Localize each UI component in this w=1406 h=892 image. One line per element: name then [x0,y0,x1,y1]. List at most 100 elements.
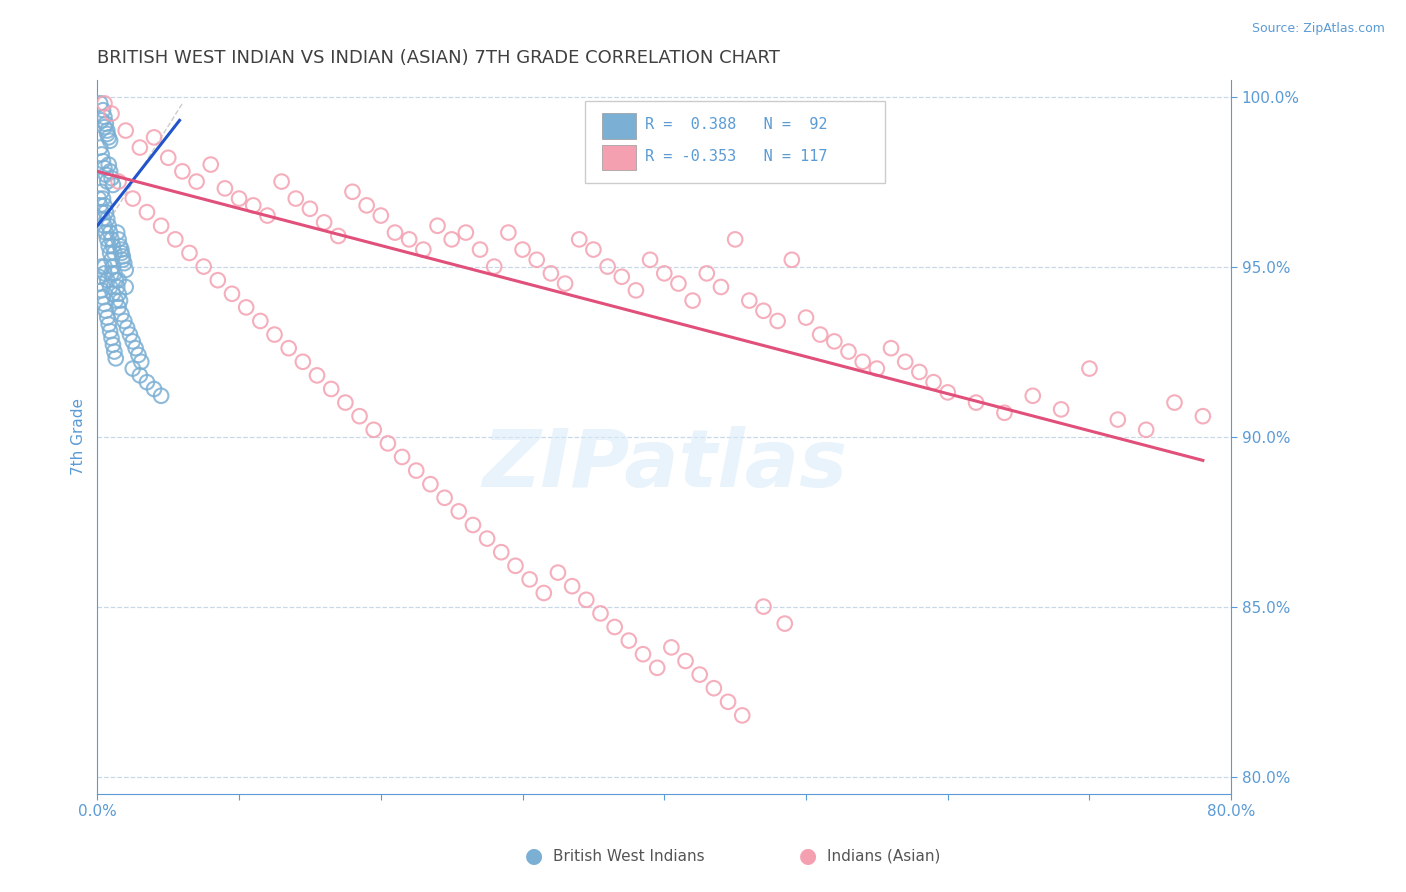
Point [717,695,740,709]
Point [96,273,118,287]
Point [561,579,583,593]
Point [461,518,484,533]
Point [110,246,132,260]
Point [405,464,427,478]
Point [398,232,420,246]
Point [165,232,187,246]
Point [100,171,122,186]
Point [766,314,789,328]
Point [773,616,796,631]
Point [93,260,115,274]
Point [908,365,931,379]
Point [143,382,166,396]
Point [129,355,152,369]
Point [780,252,803,267]
Point [596,260,619,274]
Point [100,252,122,267]
Point [610,269,633,284]
Point [852,355,875,369]
Point [668,277,690,291]
Point [689,667,711,681]
Point [104,293,127,308]
Point [114,280,136,294]
Point [97,130,120,145]
Point [91,290,114,304]
Point [349,409,371,424]
Point [922,375,945,389]
Point [505,558,527,573]
Point [512,243,534,257]
Point [90,205,112,219]
Point [419,477,441,491]
Point [1078,361,1101,376]
Point [894,355,917,369]
Point [101,260,124,274]
Point [575,592,598,607]
Point [96,310,118,325]
Point [738,293,761,308]
Point [143,130,166,145]
Point [249,314,271,328]
FancyBboxPatch shape [585,101,886,183]
Point [659,640,682,655]
Point [298,202,321,216]
Point [589,607,612,621]
Point [291,355,314,369]
Point [263,327,285,342]
Point [105,226,128,240]
Point [100,266,122,280]
Point [94,303,117,318]
Point [108,293,131,308]
Point [118,327,141,342]
Point [93,219,115,233]
Point [97,157,120,171]
Point [96,211,118,226]
Point [221,286,243,301]
Point [98,246,121,260]
Point [1107,412,1129,426]
Point [617,633,640,648]
Point [377,436,399,450]
Point [94,117,117,131]
Point [696,266,718,280]
Point [107,232,129,246]
Point [356,198,378,212]
Point [838,344,860,359]
Point [93,161,115,175]
Text: Indians (Asian): Indians (Asian) [827,849,941,863]
Point [108,239,131,253]
Point [284,192,307,206]
Point [731,708,754,723]
Text: R =  0.388   N =  92: R = 0.388 N = 92 [645,117,828,132]
Point [866,361,889,376]
Point [808,327,831,342]
Point [94,205,117,219]
Point [87,269,110,284]
Point [526,252,548,267]
Point [94,168,117,182]
Text: ●: ● [526,847,543,866]
Text: ●: ● [800,847,817,866]
Point [468,243,491,257]
Point [96,127,118,141]
Point [89,198,111,212]
Point [193,260,215,274]
Point [624,284,647,298]
Point [97,239,120,253]
Text: British West Indians: British West Indians [553,849,704,863]
Point [710,280,733,294]
Point [98,280,121,294]
Point [703,681,725,696]
Point [101,338,124,352]
Point [363,423,385,437]
Point [110,243,132,257]
Point [103,246,125,260]
Point [101,178,124,192]
Point [89,277,111,291]
Point [111,249,134,263]
Point [752,599,775,614]
Point [270,175,292,189]
Point [235,301,257,315]
Point [89,140,111,154]
Point [114,263,136,277]
